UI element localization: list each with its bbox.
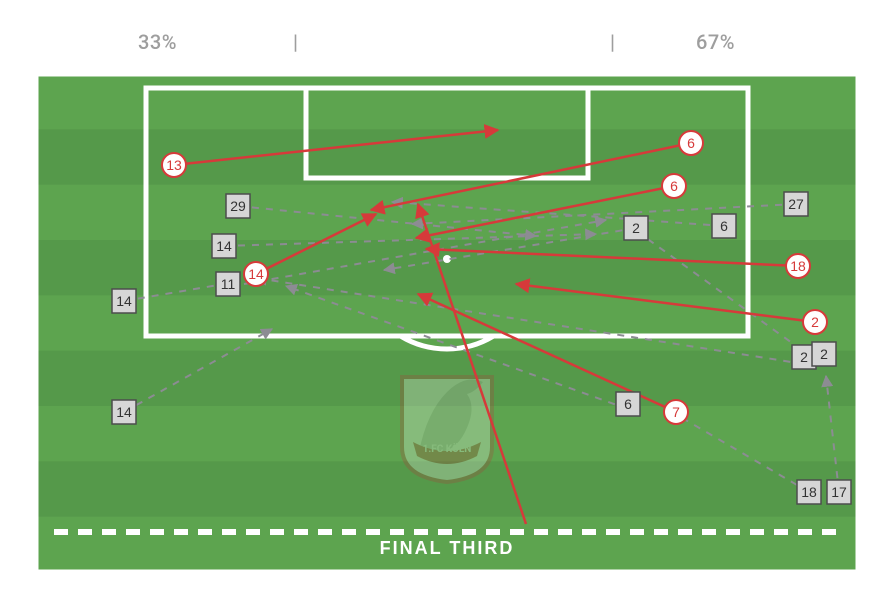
final-third-label: FINAL THIRD [380, 538, 515, 558]
svg-text:2: 2 [820, 346, 828, 362]
svg-text:1.FC KÖLN: 1.FC KÖLN [423, 441, 472, 455]
svg-text:18: 18 [801, 484, 817, 500]
pct-tick-2: | [610, 30, 615, 54]
svg-text:7: 7 [672, 404, 680, 420]
svg-text:27: 27 [788, 196, 804, 212]
header-percent-row: 33% | | 67% [0, 30, 886, 60]
pct-right: 67% [696, 30, 735, 54]
svg-text:13: 13 [166, 157, 182, 173]
pitch-svg: FINAL THIRD1.FC KÖLN29141114142627226181… [36, 74, 858, 572]
svg-text:6: 6 [720, 218, 728, 234]
svg-text:11: 11 [221, 276, 236, 292]
svg-text:6: 6 [624, 396, 632, 412]
svg-text:2: 2 [632, 220, 640, 236]
svg-text:14: 14 [216, 238, 232, 254]
svg-text:2: 2 [811, 314, 819, 330]
svg-text:18: 18 [790, 258, 806, 274]
svg-text:2: 2 [800, 349, 808, 365]
svg-text:6: 6 [670, 178, 678, 194]
svg-text:14: 14 [116, 404, 132, 420]
chart-wrap: 33% | | 67% FINAL THIRD 1.FC KÖLN 29 14 11 14… [0, 0, 886, 594]
pct-tick-1: | [293, 30, 298, 54]
svg-text:17: 17 [831, 484, 847, 500]
svg-text:6: 6 [687, 135, 695, 151]
pct-left: 33% [138, 30, 177, 54]
svg-text:29: 29 [230, 198, 246, 214]
svg-text:14: 14 [116, 293, 132, 309]
svg-text:14: 14 [248, 266, 264, 282]
club-logo: 1.FC KÖLN [402, 377, 492, 482]
